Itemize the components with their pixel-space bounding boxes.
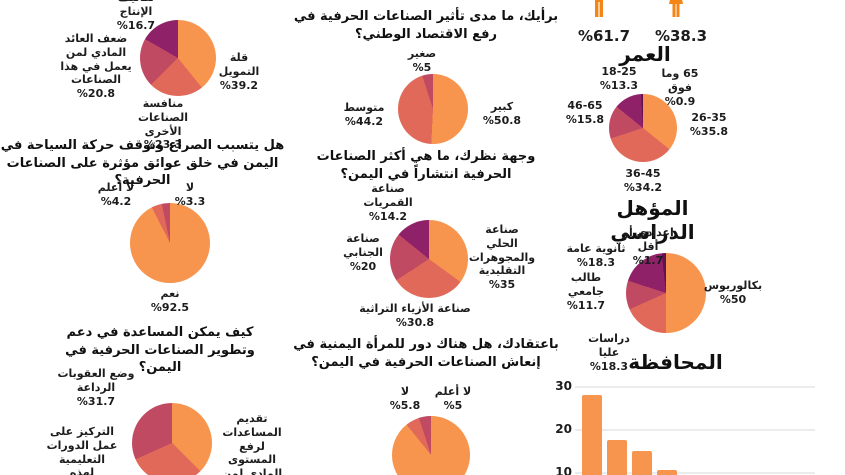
funding-label-competition: منافسة الصناعات الأخرى %23.3 [137,97,189,152]
age-label-18-25: 18-25 %13.3 [599,65,639,92]
education-title: المؤهل الدراسي [610,196,695,244]
funding-label-funding-shortage: قلة التمويل %39.2 [218,51,260,92]
tourism-label-yes: نعم %92.5 [150,287,190,314]
tourism-label-no: لا %3.3 [174,181,206,208]
help-label-training-courses: التركيز على عمل الدورات التعليمية لهذه ا… [46,425,118,475]
women-label-no: لا %5.8 [389,385,421,412]
female-icon [669,0,683,17]
age-label-26-35: 26-35 %35.8 [689,111,729,138]
industries-label-qamariyat: صناعة القمريات %14.2 [363,182,413,223]
gridline-20 [575,429,815,431]
industries-pie [390,220,468,298]
tourism-pie [130,203,210,283]
governorate-bar [657,469,677,475]
funding-problems-pie [140,20,216,96]
education-label-high-school: ثانوية عامة %18.3 [566,242,626,269]
industries-label-costumes: صناعة الأزياء التراثية %30.8 [359,302,471,329]
governorate-bar [607,439,627,475]
governorate-bar-chart [575,378,815,475]
female-percentage: %38.3 [654,27,708,45]
male-percentage: %61.7 [577,27,631,45]
women-label-dont-know: لا أعلم %5 [434,385,472,412]
funding-label-weak-returns: ضعف العائد المادي لمن يعمل في هذا الصناع… [60,32,132,100]
industries-label-daggers: صناعة الجنابي %20 [343,232,383,273]
economy-label-medium: متوسط %44.2 [343,101,385,128]
tourism-label-dont-know: لا أعلم %4.2 [97,181,135,208]
age-label-46-65: 46-65 %15.8 [565,99,605,126]
industries-label-jewelry: صناعة الحلي والمجوهرات التقليدية %35 [468,223,536,291]
education-pie [626,253,706,333]
y-axis-label-30: 30 [555,379,572,393]
education-label-university-student: طالب جامعي %11.7 [566,271,606,312]
economy-pie [398,74,468,144]
education-label-bachelors: بكالوريوس %50 [703,279,763,306]
economy-label-small: صغير %5 [407,47,437,74]
funding-label-production-costs: تكاليف الإنتاج %16.7 [116,0,156,32]
help-pie [132,403,212,475]
y-axis-label-10: 10 [555,465,572,475]
economy-label-large: كبير %50.8 [482,100,522,127]
gridline-10 [575,472,815,474]
age-label-36-45: 36-45 %34.2 [623,167,663,194]
gridline-30 [575,386,815,388]
help-label-penalties: وضع العقوبات الرداعة %31.7 [57,367,135,408]
education-label-preparatory: إعدادي أو أقل %1.7 [622,226,674,267]
tourism-question: هل يتسبب الصراع وتوقف حركة السياحة في ال… [0,138,285,189]
governorate-title: المحافظة [628,350,723,374]
governorate-bar [632,450,652,475]
governorate-bar [582,394,602,475]
women-pie [392,416,470,475]
help-label-provide-aid: تقديم المساعدات لرفع المستوى المادي لمن [221,412,283,475]
age-title: العمر [619,42,671,66]
age-pie [609,94,677,162]
economy-question: برأيك، ما مدى تأثير الصناعات الحرفية في … [293,9,559,42]
male-icon [593,0,605,17]
help-question: كيف يمكن المساعدة في دعم وتطوير الصناعات… [65,325,255,376]
women-question: باعتقادك، هل هناك دور للمرأة اليمنية في … [293,337,559,370]
education-label-postgrad: دراسات عليا %18.3 [588,332,630,373]
industries-question: وجهة نظرك، ما هي أكثر الصناعات الحرفية ا… [316,149,536,182]
y-axis-label-20: 20 [555,422,572,436]
age-label-65-plus: 65 وما فوق %0.9 [661,67,699,108]
